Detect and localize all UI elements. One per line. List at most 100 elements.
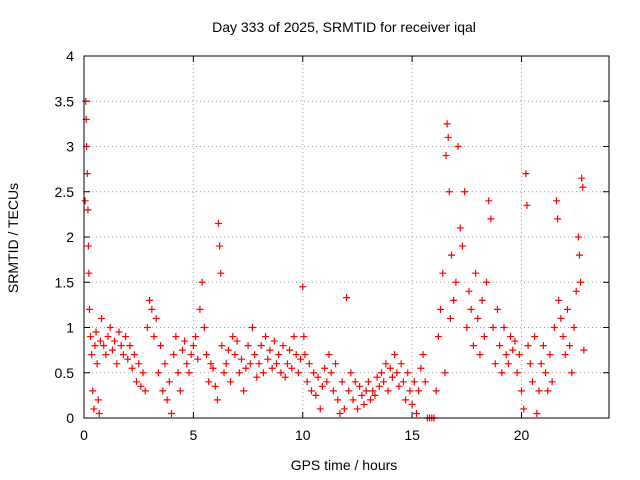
data-point — [253, 373, 261, 381]
x-tick-label: 20 — [514, 427, 530, 443]
data-point — [515, 351, 523, 359]
data-point — [128, 364, 136, 372]
data-point — [292, 351, 300, 359]
data-point — [198, 278, 206, 286]
data-point — [222, 360, 230, 368]
data-point — [511, 337, 519, 345]
data-point — [235, 369, 243, 377]
data-point — [469, 342, 477, 350]
data-point — [259, 369, 267, 377]
data-point — [349, 396, 357, 404]
data-point — [91, 342, 99, 350]
data-point — [172, 333, 180, 341]
data-point — [347, 369, 355, 377]
y-tick-label: 4 — [66, 48, 74, 64]
data-point — [561, 351, 569, 359]
data-point — [85, 269, 93, 277]
data-point — [559, 333, 567, 341]
y-tick-label: 1 — [66, 320, 74, 336]
data-point — [139, 369, 147, 377]
data-point — [108, 346, 116, 354]
data-point — [87, 333, 95, 341]
data-point — [445, 188, 453, 196]
y-tick-label: 3 — [66, 139, 74, 155]
data-point — [181, 337, 189, 345]
data-point — [485, 197, 493, 205]
data-point — [224, 346, 232, 354]
data-point — [476, 351, 484, 359]
data-point — [119, 351, 127, 359]
y-axis-label: SRMTID / TECUs — [5, 183, 21, 293]
data-point — [277, 369, 285, 377]
data-point — [316, 405, 324, 413]
data-point — [524, 342, 532, 350]
data-point — [450, 296, 458, 304]
data-point — [264, 355, 272, 363]
data-point — [544, 387, 552, 395]
y-tick-label: 2.5 — [55, 184, 75, 200]
data-point — [154, 369, 162, 377]
data-point — [439, 269, 447, 277]
data-point — [356, 382, 364, 390]
data-point — [437, 305, 445, 313]
data-point — [526, 360, 534, 368]
data-point — [353, 405, 361, 413]
data-point — [375, 382, 383, 390]
data-point — [266, 346, 274, 354]
data-point — [189, 342, 197, 350]
data-point — [574, 233, 582, 241]
data-point — [542, 369, 550, 377]
data-point — [504, 360, 512, 368]
data-point — [421, 378, 429, 386]
data-point — [312, 391, 320, 399]
data-point — [467, 305, 475, 313]
y-tick-label: 1.5 — [55, 274, 75, 290]
y-tick-label: 3.5 — [55, 93, 75, 109]
data-point — [452, 278, 460, 286]
plot-frame — [83, 55, 610, 419]
data-point — [454, 143, 462, 150]
data-point — [509, 346, 517, 354]
data-point — [318, 382, 326, 390]
data-point — [218, 342, 226, 350]
data-point — [523, 201, 531, 209]
data-point — [88, 351, 96, 359]
data-point — [334, 396, 342, 404]
data-point — [95, 409, 103, 417]
data-point — [308, 387, 315, 395]
data-point — [570, 324, 578, 331]
data-point — [168, 409, 175, 417]
data-point — [117, 342, 125, 350]
data-point — [373, 373, 381, 381]
data-point — [456, 224, 464, 232]
data-point — [294, 369, 302, 377]
data-point — [566, 342, 574, 350]
data-point — [395, 382, 403, 390]
data-point — [305, 360, 313, 368]
data-point — [491, 360, 499, 368]
data-point — [448, 251, 455, 259]
data-point — [213, 396, 221, 404]
data-point — [539, 342, 547, 350]
data-point — [563, 305, 571, 313]
data-point — [81, 197, 89, 205]
data-point — [301, 351, 309, 359]
data-point — [325, 351, 333, 359]
data-point — [229, 333, 237, 341]
data-point — [205, 378, 213, 386]
chart-title: Day 333 of 2025, SRMTID for receiver iqa… — [212, 19, 476, 35]
data-point — [141, 387, 149, 395]
data-point — [83, 170, 91, 178]
data-point — [85, 305, 93, 313]
data-point — [397, 360, 405, 368]
data-point — [577, 278, 585, 286]
data-point — [84, 242, 92, 250]
data-point — [472, 269, 480, 277]
data-point — [489, 324, 497, 331]
data-point — [220, 369, 228, 377]
data-point — [194, 355, 202, 363]
data-point — [329, 387, 337, 395]
data-point — [268, 364, 276, 372]
data-point — [415, 387, 423, 395]
data-point — [238, 355, 245, 363]
